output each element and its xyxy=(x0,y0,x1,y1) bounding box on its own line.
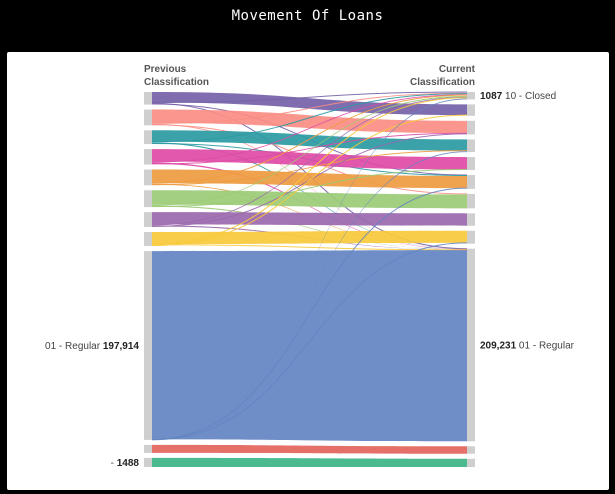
sankey-link xyxy=(151,94,468,184)
sankey-link xyxy=(152,250,467,442)
right-node-label: 1087 10 - Closed xyxy=(480,91,556,102)
left-node xyxy=(144,169,152,186)
sankey-link xyxy=(152,94,467,163)
left-node xyxy=(144,251,152,440)
sankey-link xyxy=(152,149,467,170)
sankey-link xyxy=(152,95,467,206)
right-node xyxy=(467,120,475,135)
left-node xyxy=(144,92,152,105)
sankey-link xyxy=(152,457,467,467)
sankey-link xyxy=(151,97,468,245)
left-node xyxy=(144,130,152,145)
sankey-link xyxy=(151,132,468,165)
sankey-link xyxy=(151,242,468,441)
right-node-label: 209,231 01 - Regular xyxy=(480,341,575,352)
sankey-link xyxy=(151,91,468,103)
chart-panel: 01 - Regular 197,914 - 1488 1087 10 - Clos… xyxy=(7,52,609,490)
sankey-link xyxy=(152,212,467,226)
sankey-link xyxy=(152,123,467,249)
right-node xyxy=(467,157,475,171)
right-node xyxy=(467,193,475,209)
sankey-link xyxy=(152,96,467,226)
left-node-label: - 1488 xyxy=(111,458,140,469)
sankey-link xyxy=(152,205,467,250)
left-node-label: 01 - Regular 197,914 xyxy=(45,341,139,352)
page-title: Movement Of Loans xyxy=(231,8,384,24)
sankey-link xyxy=(152,130,467,151)
sankey-link xyxy=(151,93,468,143)
sankey-link xyxy=(152,98,467,440)
right-node xyxy=(467,175,475,189)
sankey-link xyxy=(151,168,468,208)
sankey-link xyxy=(152,444,467,454)
right-node xyxy=(467,446,475,454)
right-header-line1: Current xyxy=(439,64,476,75)
right-header-line2: Classification xyxy=(410,77,475,88)
sankey-links xyxy=(151,91,468,467)
sankey-link xyxy=(151,150,468,186)
sankey-link xyxy=(152,190,467,209)
right-node xyxy=(467,92,475,100)
left-header-line2: Classification xyxy=(144,77,209,88)
right-node xyxy=(467,458,475,467)
right-node xyxy=(467,213,475,226)
sankey-link xyxy=(151,114,468,247)
left-node xyxy=(144,457,152,467)
left-node xyxy=(144,444,152,453)
right-node xyxy=(467,104,475,116)
sankey-nodes xyxy=(144,92,475,467)
sankey-link xyxy=(152,92,467,124)
left-node xyxy=(144,109,152,126)
sankey-labels: 01 - Regular 197,914 - 1488 1087 10 - Clos… xyxy=(45,91,575,469)
sankey-link xyxy=(152,109,467,134)
sankey-link xyxy=(152,151,467,440)
sankey-link xyxy=(152,230,467,245)
sankey-link xyxy=(151,187,468,441)
right-node xyxy=(467,248,475,442)
left-node xyxy=(144,232,152,247)
left-header-line1: Previous xyxy=(144,64,187,75)
sankey-chart: 01 - Regular 197,914 - 1488 1087 10 - Clos… xyxy=(45,64,575,469)
sankey-link xyxy=(151,244,468,251)
left-node xyxy=(144,212,152,228)
left-node xyxy=(144,149,152,165)
right-node xyxy=(467,230,475,244)
sankey-link xyxy=(152,92,467,116)
left-node xyxy=(144,190,152,208)
right-node xyxy=(467,139,475,153)
